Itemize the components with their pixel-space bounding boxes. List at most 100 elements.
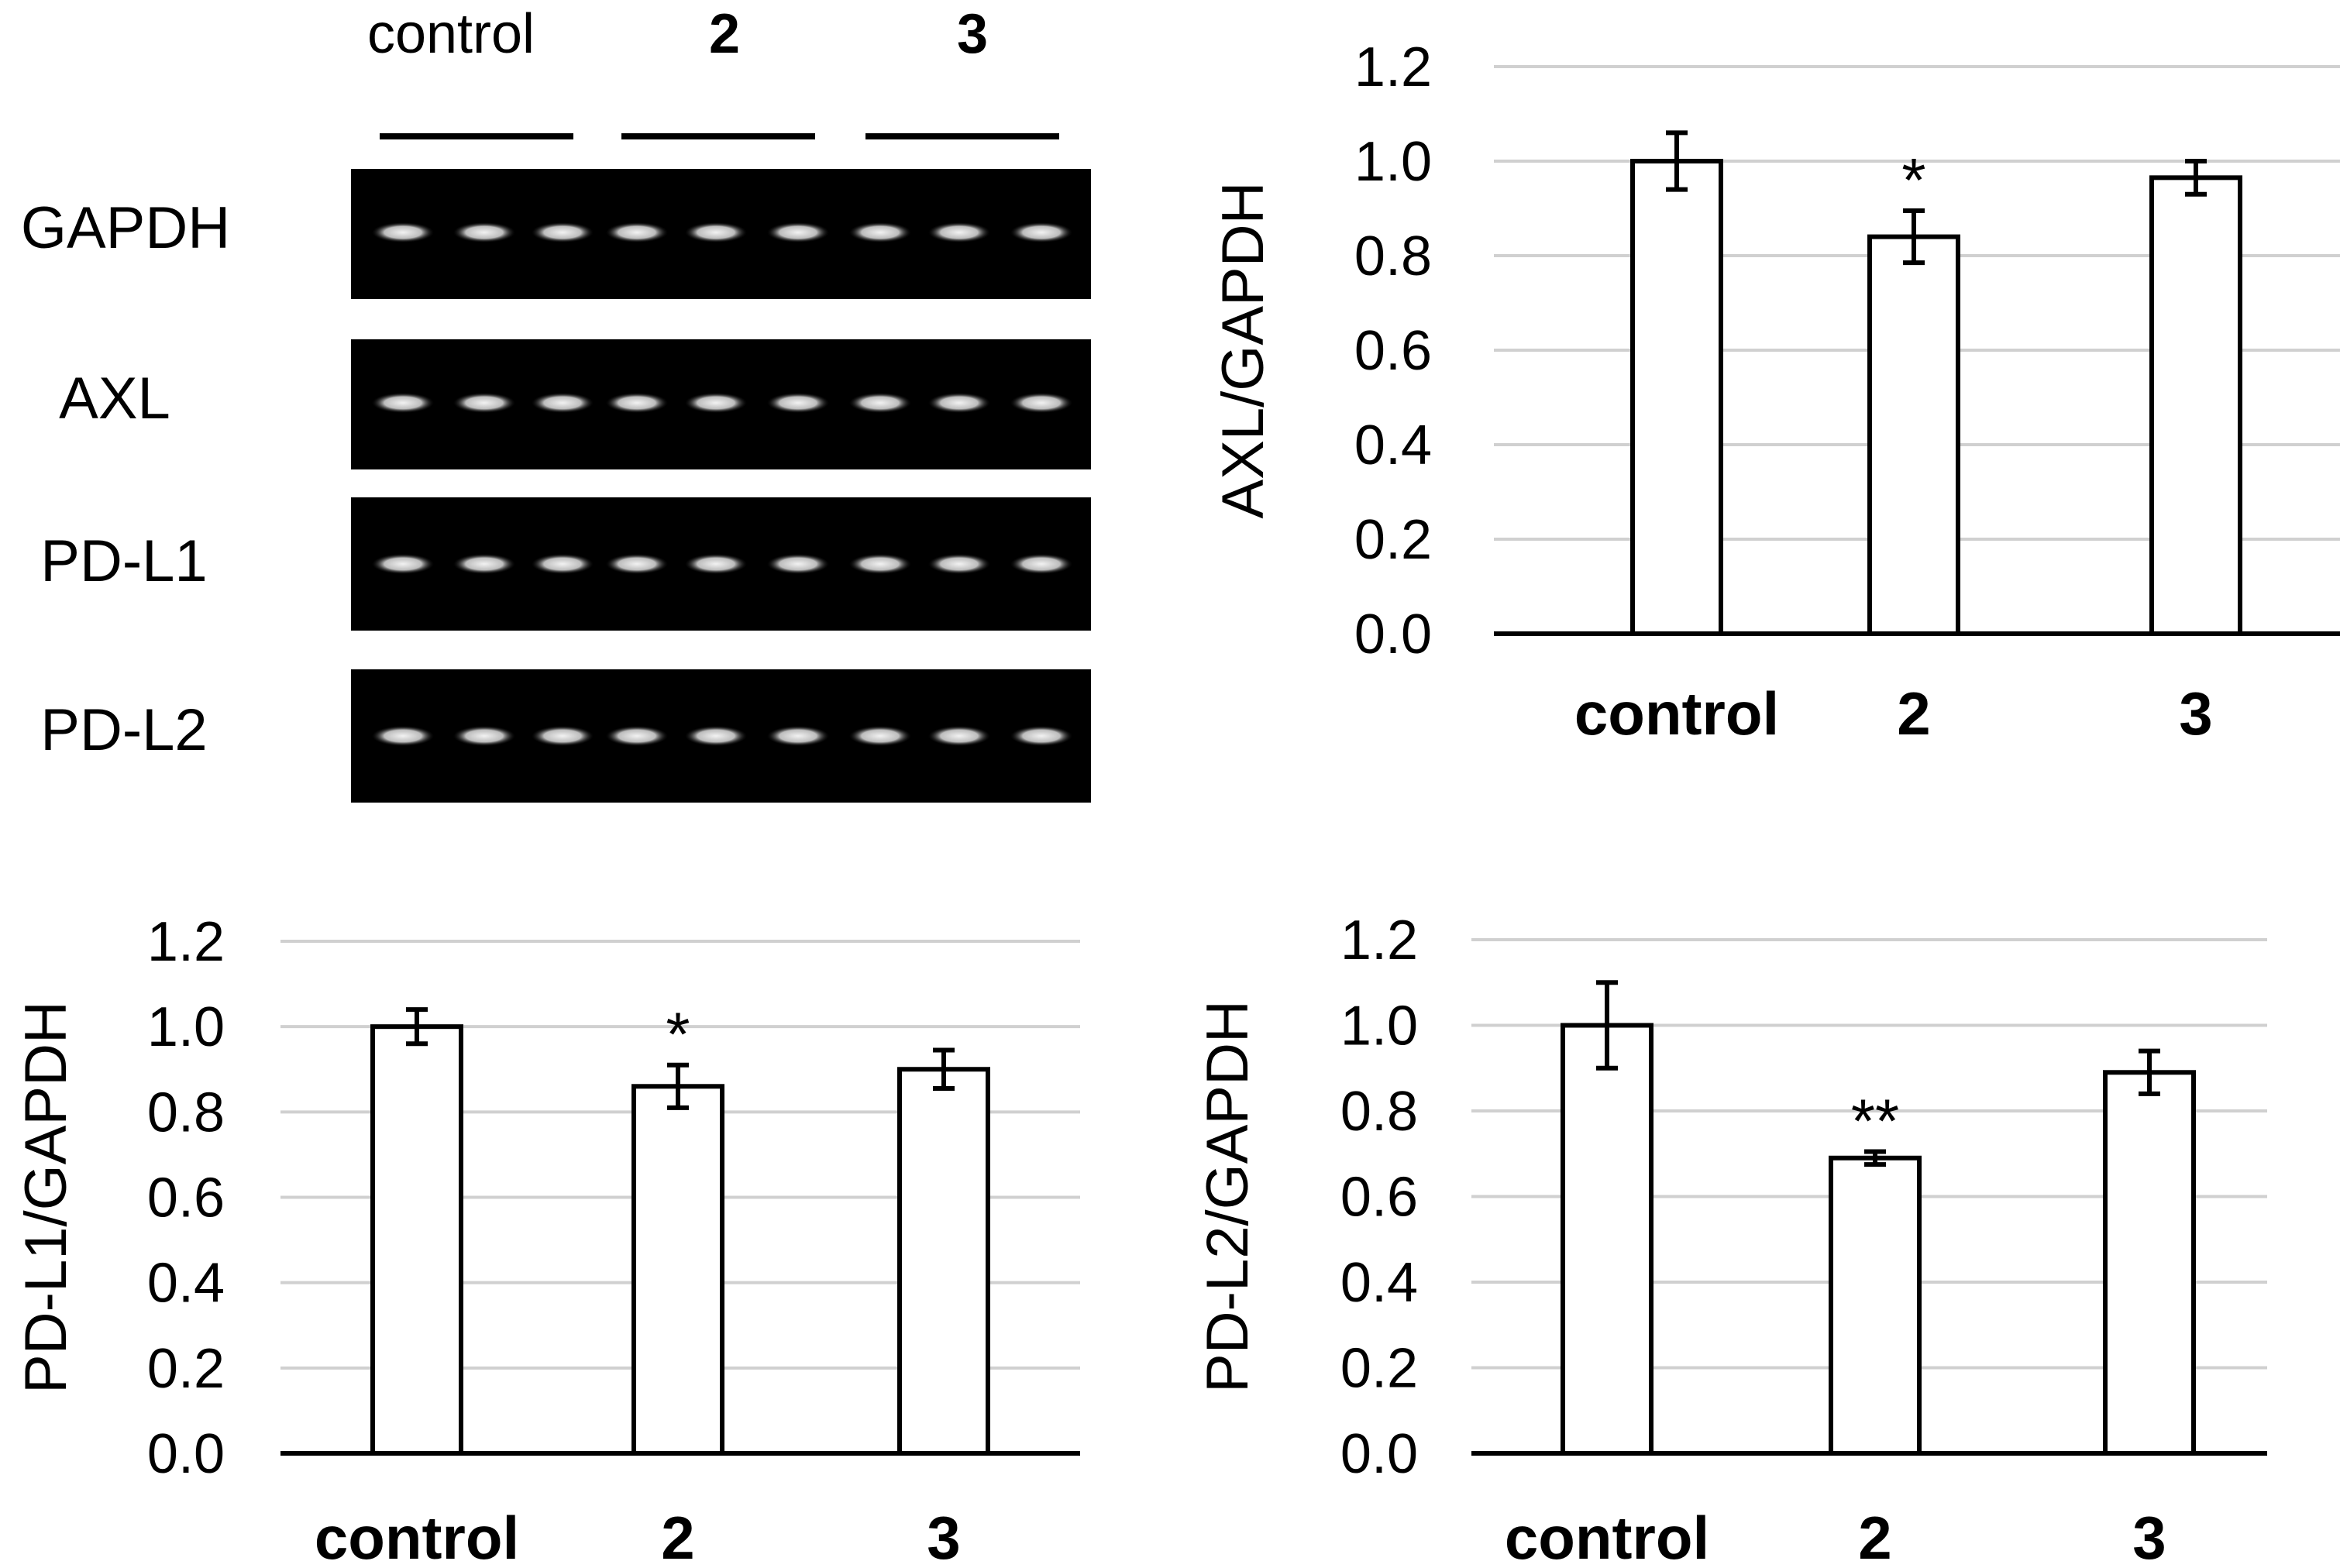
bar-3 bbox=[2149, 175, 2242, 637]
significance-annotation: ** bbox=[1851, 1086, 1899, 1155]
x-category-label: 2 bbox=[1897, 679, 1930, 748]
gel-band bbox=[767, 393, 829, 413]
significance-annotation: * bbox=[666, 1000, 690, 1069]
gel-band bbox=[1010, 393, 1072, 413]
gel-band bbox=[606, 554, 668, 574]
gel-band bbox=[372, 726, 434, 746]
gel-band bbox=[767, 554, 829, 574]
gel-band bbox=[849, 393, 911, 413]
y-tick-label: 0.6 bbox=[1354, 320, 1432, 382]
gel-row-label-pd-l1: PD-L1 bbox=[40, 528, 207, 594]
chart-axl: 0.0 0.2 0.4 0.6 0.8 1.0 1.2 AXL/GAPDH control * 2 3 bbox=[1210, 36, 2340, 748]
bar-2 bbox=[1829, 1155, 1922, 1456]
gel-band bbox=[453, 726, 515, 746]
gel-band bbox=[532, 726, 594, 746]
x-category-label: 3 bbox=[927, 1504, 960, 1568]
y-tick-label: 0.2 bbox=[1340, 1338, 1418, 1400]
gel-row-label-axl: AXL bbox=[59, 366, 170, 432]
error-bar bbox=[933, 1047, 955, 1092]
gel-band bbox=[685, 222, 747, 242]
x-category-label: control bbox=[315, 1504, 519, 1568]
bar-3 bbox=[2103, 1070, 2196, 1456]
bar-2 bbox=[631, 1084, 724, 1456]
gel-group-label-2: 2 bbox=[709, 3, 740, 65]
y-tick-label: 0.4 bbox=[1354, 414, 1432, 476]
bar-control bbox=[1561, 1023, 1653, 1456]
error-bar bbox=[1903, 208, 1925, 266]
gel-row-label-gapdh: GAPDH bbox=[21, 195, 230, 261]
gel-row-label-pd-l2: PD-L2 bbox=[40, 697, 207, 763]
gel-group-label-control: control bbox=[367, 3, 535, 65]
y-tick-label: 1.0 bbox=[1340, 995, 1418, 1057]
bar-2 bbox=[1867, 234, 1960, 637]
y-tick-label: 1.0 bbox=[147, 996, 225, 1058]
gel-band bbox=[928, 222, 990, 242]
x-category-label: control bbox=[1574, 679, 1779, 748]
gel-band bbox=[849, 554, 911, 574]
gel-band bbox=[767, 726, 829, 746]
error-bar bbox=[1666, 130, 1688, 192]
bar-control bbox=[1630, 159, 1723, 636]
gel-band bbox=[928, 554, 990, 574]
y-axis-title: PD-L2/GAPDH bbox=[1195, 1000, 1261, 1393]
gel-panel: control 2 3 GAPDH AXL PD-L1 PD-L2 bbox=[21, 3, 1091, 803]
y-tick-label: 0.8 bbox=[1340, 1081, 1418, 1143]
y-tick-label: 0.0 bbox=[1354, 603, 1432, 665]
y-tick-label: 1.2 bbox=[1340, 910, 1418, 971]
gel-strip-pd-l2 bbox=[351, 669, 1091, 803]
gel-strip-pd-l1 bbox=[351, 497, 1091, 631]
gel-band bbox=[849, 726, 911, 746]
gel-band bbox=[606, 222, 668, 242]
x-category-label: 2 bbox=[1858, 1504, 1891, 1568]
gel-band bbox=[928, 726, 990, 746]
gel-band bbox=[1010, 222, 1072, 242]
y-tick-label: 0.4 bbox=[147, 1253, 225, 1315]
error-bar bbox=[2185, 159, 2207, 197]
gel-band bbox=[685, 554, 747, 574]
gel-band bbox=[767, 222, 829, 242]
significance-annotation: * bbox=[1901, 146, 1925, 215]
x-category-label: control bbox=[1505, 1504, 1709, 1568]
gel-band bbox=[1010, 554, 1072, 574]
x-category-label: 3 bbox=[2132, 1504, 2166, 1568]
error-bar bbox=[2139, 1048, 2160, 1096]
y-tick-label: 0.0 bbox=[147, 1423, 225, 1485]
gel-band bbox=[849, 222, 911, 242]
gel-band bbox=[532, 222, 594, 242]
gel-band bbox=[372, 393, 434, 413]
gel-band bbox=[1010, 726, 1072, 746]
y-axis-title: AXL/GAPDH bbox=[1210, 181, 1276, 518]
gel-band bbox=[532, 554, 594, 574]
y-tick-label: 0.2 bbox=[1354, 509, 1432, 571]
y-tick-label: 0.4 bbox=[1340, 1252, 1418, 1314]
gel-strip-gapdh bbox=[351, 169, 1091, 299]
y-tick-label: 1.2 bbox=[1354, 36, 1432, 98]
gel-strip-axl bbox=[351, 339, 1091, 469]
gel-band bbox=[453, 393, 515, 413]
gel-band bbox=[372, 222, 434, 242]
y-tick-label: 1.2 bbox=[147, 911, 225, 973]
gel-strips bbox=[351, 169, 1091, 803]
gel-band bbox=[453, 222, 515, 242]
x-category-label: 3 bbox=[2179, 679, 2212, 748]
y-axis-title: PD-L1/GAPDH bbox=[13, 1001, 79, 1394]
y-tick-label: 0.8 bbox=[1354, 225, 1432, 287]
chart-pdl2: 0.0 0.2 0.4 0.6 0.8 1.0 1.2 PD-L2/GAPDH control *… bbox=[1195, 910, 2267, 1568]
y-tick-label: 0.0 bbox=[1340, 1423, 1418, 1485]
chart-pdl1: 0.0 0.2 0.4 0.6 0.8 1.0 1.2 PD-L1/GAPDH control *… bbox=[13, 911, 1080, 1568]
bar-control bbox=[370, 1024, 463, 1456]
bar-3 bbox=[897, 1067, 990, 1456]
error-bar bbox=[1596, 980, 1618, 1071]
error-bar bbox=[1864, 1149, 1886, 1167]
gel-band bbox=[606, 393, 668, 413]
gel-band bbox=[685, 726, 747, 746]
x-category-label: 2 bbox=[661, 1504, 694, 1568]
error-bar bbox=[667, 1062, 689, 1110]
gel-band bbox=[372, 554, 434, 574]
y-tick-label: 0.6 bbox=[1340, 1167, 1418, 1229]
gel-band bbox=[606, 726, 668, 746]
gel-band bbox=[928, 393, 990, 413]
gel-band bbox=[532, 393, 594, 413]
y-tick-label: 0.6 bbox=[147, 1167, 225, 1229]
